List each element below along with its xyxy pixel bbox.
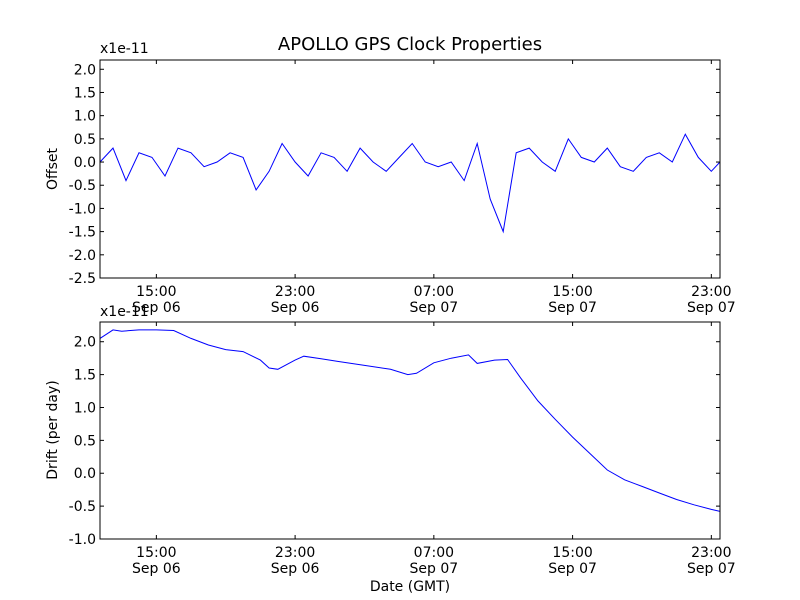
drift-ytick-label: 2.0 <box>74 335 96 351</box>
offset-ytick-label: 1.0 <box>74 109 96 125</box>
offset-xtick-time-label: 15:00 <box>552 284 592 300</box>
drift-xtick-time-label: 15:00 <box>552 545 592 561</box>
drift-xtick-date-label: Sep 07 <box>687 561 736 577</box>
offset-xtick-date-label: Sep 07 <box>410 300 459 316</box>
drift-xtick-date-label: Sep 06 <box>271 561 320 577</box>
drift-xtick-time-label: 07:00 <box>414 545 454 561</box>
drift-series-line <box>99 329 721 512</box>
offset-xtick-time-label: 07:00 <box>414 284 454 300</box>
offset-xtick-time-label: 23:00 <box>691 284 731 300</box>
chart-title: APOLLO GPS Clock Properties <box>278 34 542 55</box>
offset-xtick-date-label: Sep 07 <box>548 300 597 316</box>
drift-xtick-date-label: Sep 06 <box>132 561 181 577</box>
drift-xtick-time-label: 15:00 <box>136 545 176 561</box>
offset-axes-frame <box>99 59 721 279</box>
offset-xtick-time-label: 15:00 <box>136 284 176 300</box>
drift-ytick-label: 1.0 <box>74 400 96 416</box>
drift-ytick-label: 0.5 <box>74 433 96 449</box>
offset-xtick-time-label: 23:00 <box>275 284 315 300</box>
offset-plot-area: -2.5 -2.0 -1.5 -1.0 -0.5 0.0 0.5 1.0 1.5 2.0 15:00… <box>69 59 736 316</box>
drift-exponent-label: x1e-11 <box>100 304 149 320</box>
offset-ytick-label: -2.5 <box>69 271 96 287</box>
offset-exponent-label: x1e-11 <box>100 41 149 57</box>
offset-ytick-label: 0.5 <box>74 132 96 148</box>
offset-xtick-date-label: Sep 06 <box>271 300 320 316</box>
drift-xtick-date-label: Sep 07 <box>548 561 597 577</box>
offset-ytick-label: -2.0 <box>69 248 96 264</box>
offset-xtick-date-label: Sep 07 <box>687 300 736 316</box>
drift-xtick-time-label: 23:00 <box>275 545 315 561</box>
offset-axes: -2.5 -2.0 -1.5 -1.0 -0.5 0.0 0.5 1.0 1.5 2.0 15:00… <box>45 41 736 316</box>
drift-ytick-label: -1.0 <box>69 532 96 548</box>
drift-ytick-label: 1.5 <box>74 368 96 384</box>
x-axis-label: Date (GMT) <box>370 579 450 595</box>
offset-ylabel: Offset <box>45 147 61 190</box>
offset-ytick-label: -1.0 <box>69 201 96 217</box>
offset-xtick-date-label: Sep 06 <box>132 300 181 316</box>
drift-ytick-label: -0.5 <box>69 499 96 515</box>
drift-ytick-label: 0.0 <box>74 466 96 482</box>
offset-ytick-label: -0.5 <box>69 178 96 194</box>
offset-ytick-label: -1.5 <box>69 225 96 241</box>
drift-ylabel: Drift (per day) <box>45 380 61 479</box>
drift-xtick-time-label: 23:00 <box>691 545 731 561</box>
offset-series-line <box>99 133 721 234</box>
offset-ytick-label: 2.0 <box>74 62 96 78</box>
drift-axes-frame <box>99 321 721 540</box>
offset-ytick-label: 1.5 <box>74 85 96 101</box>
offset-ytick-label: 0.0 <box>74 155 96 171</box>
drift-xtick-date-label: Sep 07 <box>410 561 459 577</box>
